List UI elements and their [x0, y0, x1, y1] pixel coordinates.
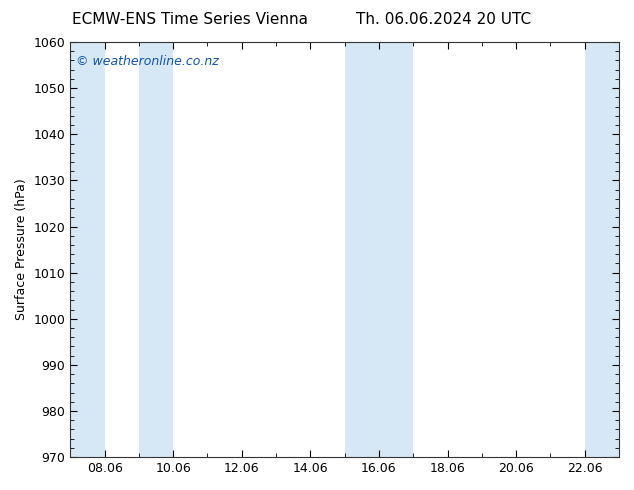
Text: © weatheronline.co.nz: © weatheronline.co.nz — [76, 54, 219, 68]
Text: Th. 06.06.2024 20 UTC: Th. 06.06.2024 20 UTC — [356, 12, 531, 27]
Bar — [345, 42, 413, 457]
Bar — [139, 42, 173, 457]
Bar — [70, 42, 105, 457]
Text: ECMW-ENS Time Series Vienna: ECMW-ENS Time Series Vienna — [72, 12, 308, 27]
Bar — [585, 42, 619, 457]
Y-axis label: Surface Pressure (hPa): Surface Pressure (hPa) — [15, 179, 28, 320]
